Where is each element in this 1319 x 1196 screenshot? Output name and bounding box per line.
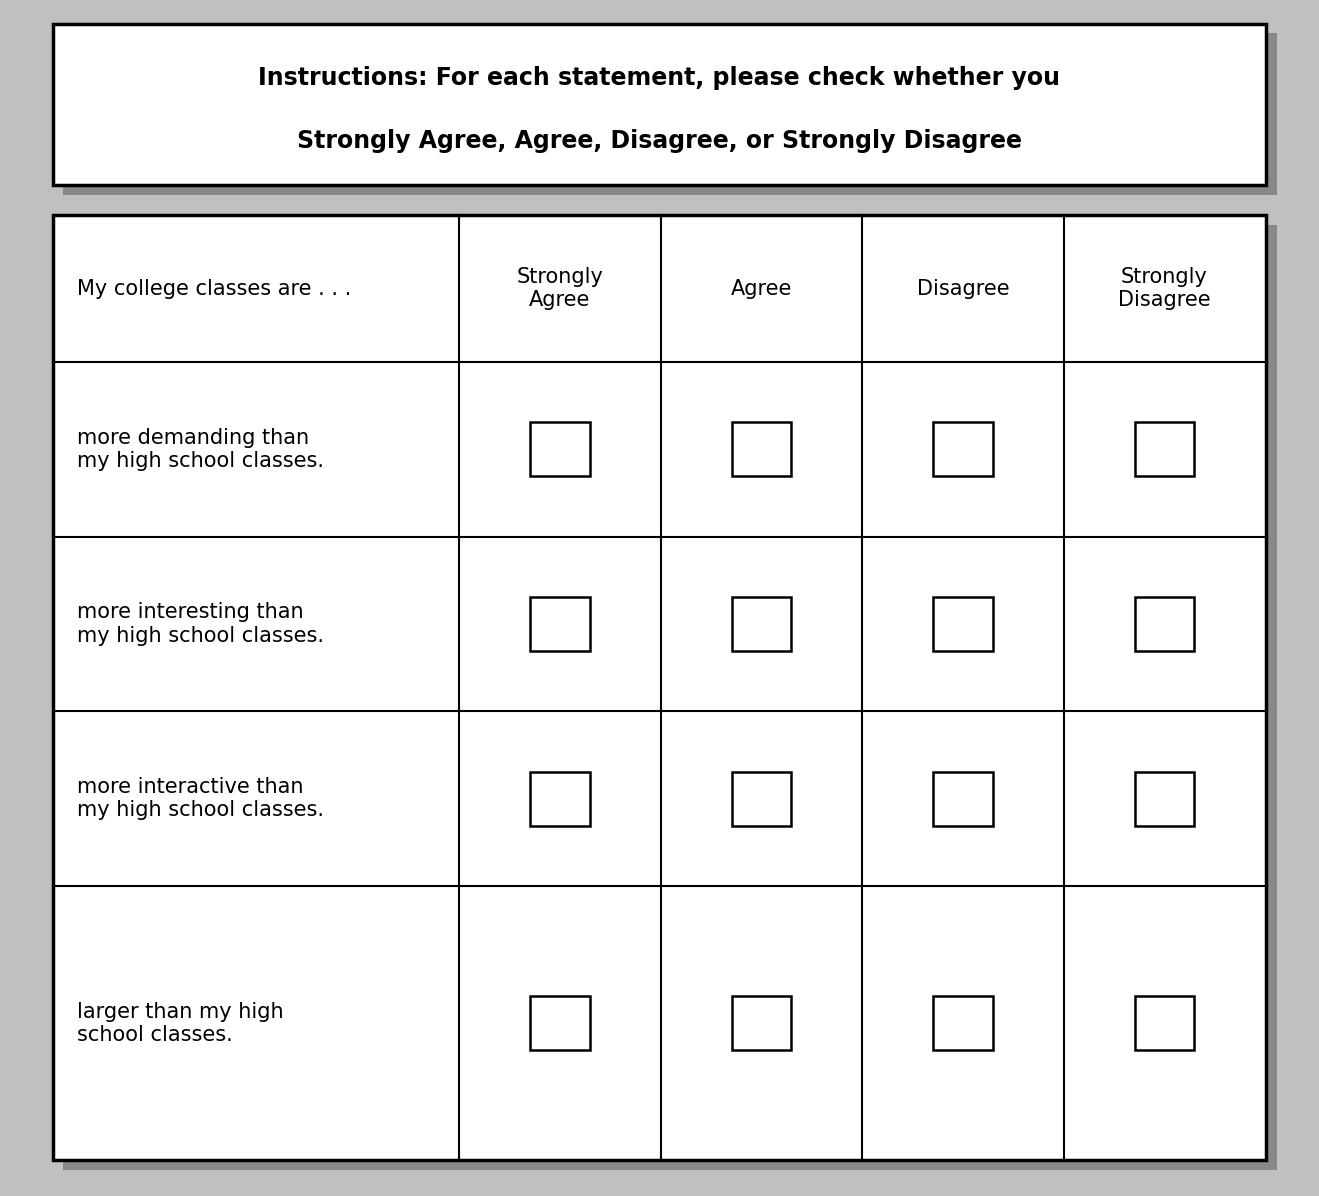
Text: Instructions: For each statement, please check whether you: Instructions: For each statement, please… (259, 66, 1060, 91)
Bar (530, 996, 590, 1050)
Bar (1134, 996, 1194, 1050)
FancyBboxPatch shape (53, 24, 1266, 185)
Bar (934, 771, 993, 825)
Bar (530, 771, 590, 825)
Bar (934, 996, 993, 1050)
Bar (1134, 597, 1194, 651)
Text: Agree: Agree (731, 279, 793, 299)
Text: Disagree: Disagree (917, 279, 1009, 299)
Text: Strongly Agree, Agree, Disagree, or Strongly Disagree: Strongly Agree, Agree, Disagree, or Stro… (297, 128, 1022, 153)
Bar (1134, 771, 1194, 825)
Bar (934, 597, 993, 651)
Text: more interesting than
my high school classes.: more interesting than my high school cla… (77, 603, 323, 646)
Bar (732, 996, 791, 1050)
Bar (732, 597, 791, 651)
Text: more interactive than
my high school classes.: more interactive than my high school cla… (77, 777, 323, 820)
Bar (732, 422, 791, 476)
Text: more demanding than
my high school classes.: more demanding than my high school class… (77, 427, 323, 471)
Bar (934, 422, 993, 476)
FancyBboxPatch shape (63, 225, 1277, 1170)
Text: My college classes are . . .: My college classes are . . . (77, 279, 351, 299)
Bar (1134, 422, 1194, 476)
Text: Strongly
Disagree: Strongly Disagree (1119, 267, 1211, 310)
Bar (530, 422, 590, 476)
Text: Strongly
Agree: Strongly Agree (517, 267, 603, 310)
FancyBboxPatch shape (63, 33, 1277, 195)
Bar (732, 771, 791, 825)
Text: larger than my high
school classes.: larger than my high school classes. (77, 1001, 284, 1045)
Bar (530, 597, 590, 651)
FancyBboxPatch shape (53, 215, 1266, 1160)
